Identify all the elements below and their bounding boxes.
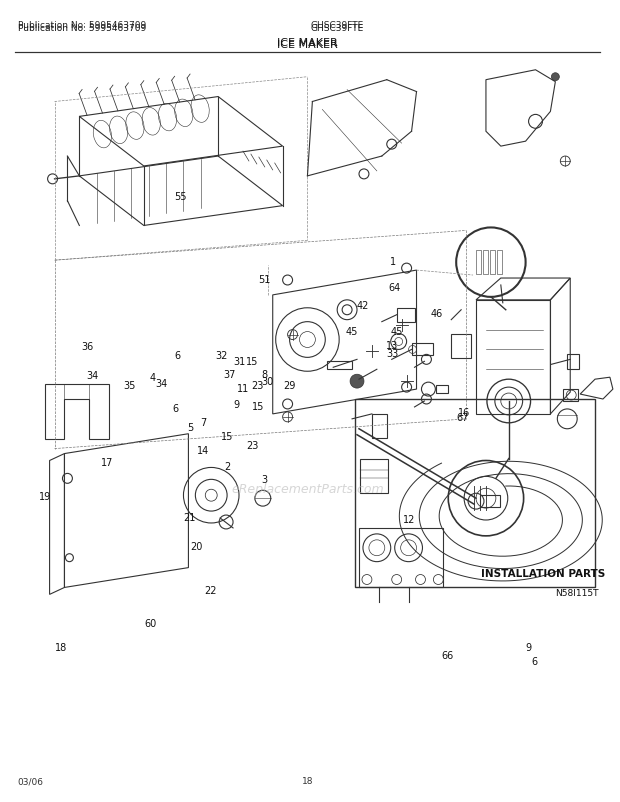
Text: 35: 35	[123, 380, 135, 390]
Bar	[359, 529, 443, 588]
Text: 64: 64	[389, 283, 401, 293]
Circle shape	[350, 375, 364, 389]
Text: 33: 33	[386, 348, 399, 358]
Text: 29: 29	[283, 380, 295, 390]
Text: 4: 4	[149, 372, 156, 382]
Circle shape	[551, 74, 559, 82]
Text: 6: 6	[174, 350, 180, 361]
Text: 2: 2	[224, 461, 231, 472]
Text: 1: 1	[391, 257, 397, 267]
Text: 30: 30	[262, 376, 273, 386]
Bar	[567, 355, 579, 370]
Bar	[412, 344, 433, 356]
Text: GHSC39FTE: GHSC39FTE	[311, 23, 364, 33]
Bar	[451, 334, 471, 359]
Bar	[490, 251, 495, 275]
Text: 7: 7	[200, 418, 206, 427]
Bar	[497, 251, 502, 275]
Text: Publication No: 5995463709: Publication No: 5995463709	[18, 21, 146, 30]
Text: 15: 15	[221, 431, 234, 442]
Text: 11: 11	[237, 383, 249, 393]
Text: 6: 6	[532, 656, 538, 666]
Text: 3: 3	[261, 474, 267, 484]
Text: 9: 9	[526, 642, 532, 653]
Bar	[397, 309, 415, 322]
Text: 51: 51	[258, 275, 270, 285]
Text: 13: 13	[386, 340, 399, 350]
Text: 22: 22	[205, 585, 217, 595]
Text: 34: 34	[86, 371, 99, 380]
Text: 37: 37	[223, 370, 236, 379]
Text: 34: 34	[156, 379, 168, 388]
Text: 5: 5	[187, 423, 193, 432]
Text: 6: 6	[172, 404, 179, 414]
Text: 15: 15	[252, 402, 265, 411]
Text: 17: 17	[102, 457, 114, 468]
Text: 20: 20	[190, 541, 203, 552]
Bar	[355, 399, 595, 588]
Text: 9: 9	[234, 399, 240, 409]
Text: 18: 18	[302, 776, 313, 785]
Text: 16: 16	[458, 407, 471, 417]
Text: 32: 32	[215, 350, 228, 361]
Text: 45: 45	[345, 326, 358, 337]
Text: 14: 14	[197, 445, 209, 456]
Bar	[564, 390, 578, 402]
Bar	[327, 362, 352, 370]
Text: 21: 21	[183, 512, 195, 522]
Text: 31: 31	[234, 356, 246, 367]
Text: 67: 67	[457, 413, 469, 423]
Text: 60: 60	[144, 618, 157, 629]
Text: 45: 45	[391, 326, 403, 337]
Text: 18: 18	[55, 642, 68, 653]
Text: 46: 46	[430, 309, 443, 318]
Text: 66: 66	[441, 650, 454, 661]
Bar	[476, 251, 481, 275]
Text: ICE MAKER: ICE MAKER	[277, 38, 338, 48]
Text: 03/06: 03/06	[18, 776, 44, 785]
Text: ICE MAKER: ICE MAKER	[277, 40, 338, 50]
Bar	[480, 496, 500, 508]
Bar	[372, 415, 387, 438]
Text: 8: 8	[261, 370, 267, 379]
Bar	[360, 459, 388, 493]
Bar	[483, 251, 488, 275]
Text: GHSC39FTE: GHSC39FTE	[311, 21, 364, 30]
Text: 23: 23	[251, 380, 264, 390]
Text: 12: 12	[403, 515, 415, 525]
Bar	[436, 386, 448, 394]
Text: 55: 55	[174, 192, 187, 201]
Text: eReplacementParts.com: eReplacementParts.com	[231, 482, 384, 495]
Text: 36: 36	[82, 342, 94, 352]
Text: 15: 15	[246, 356, 259, 367]
Text: Publication No: 5995463709: Publication No: 5995463709	[18, 23, 146, 33]
Text: 42: 42	[356, 301, 369, 310]
Text: INSTALLATION PARTS: INSTALLATION PARTS	[481, 568, 606, 578]
Text: 23: 23	[246, 440, 259, 451]
Text: N58I115T: N58I115T	[556, 588, 599, 597]
Text: 19: 19	[39, 492, 51, 501]
